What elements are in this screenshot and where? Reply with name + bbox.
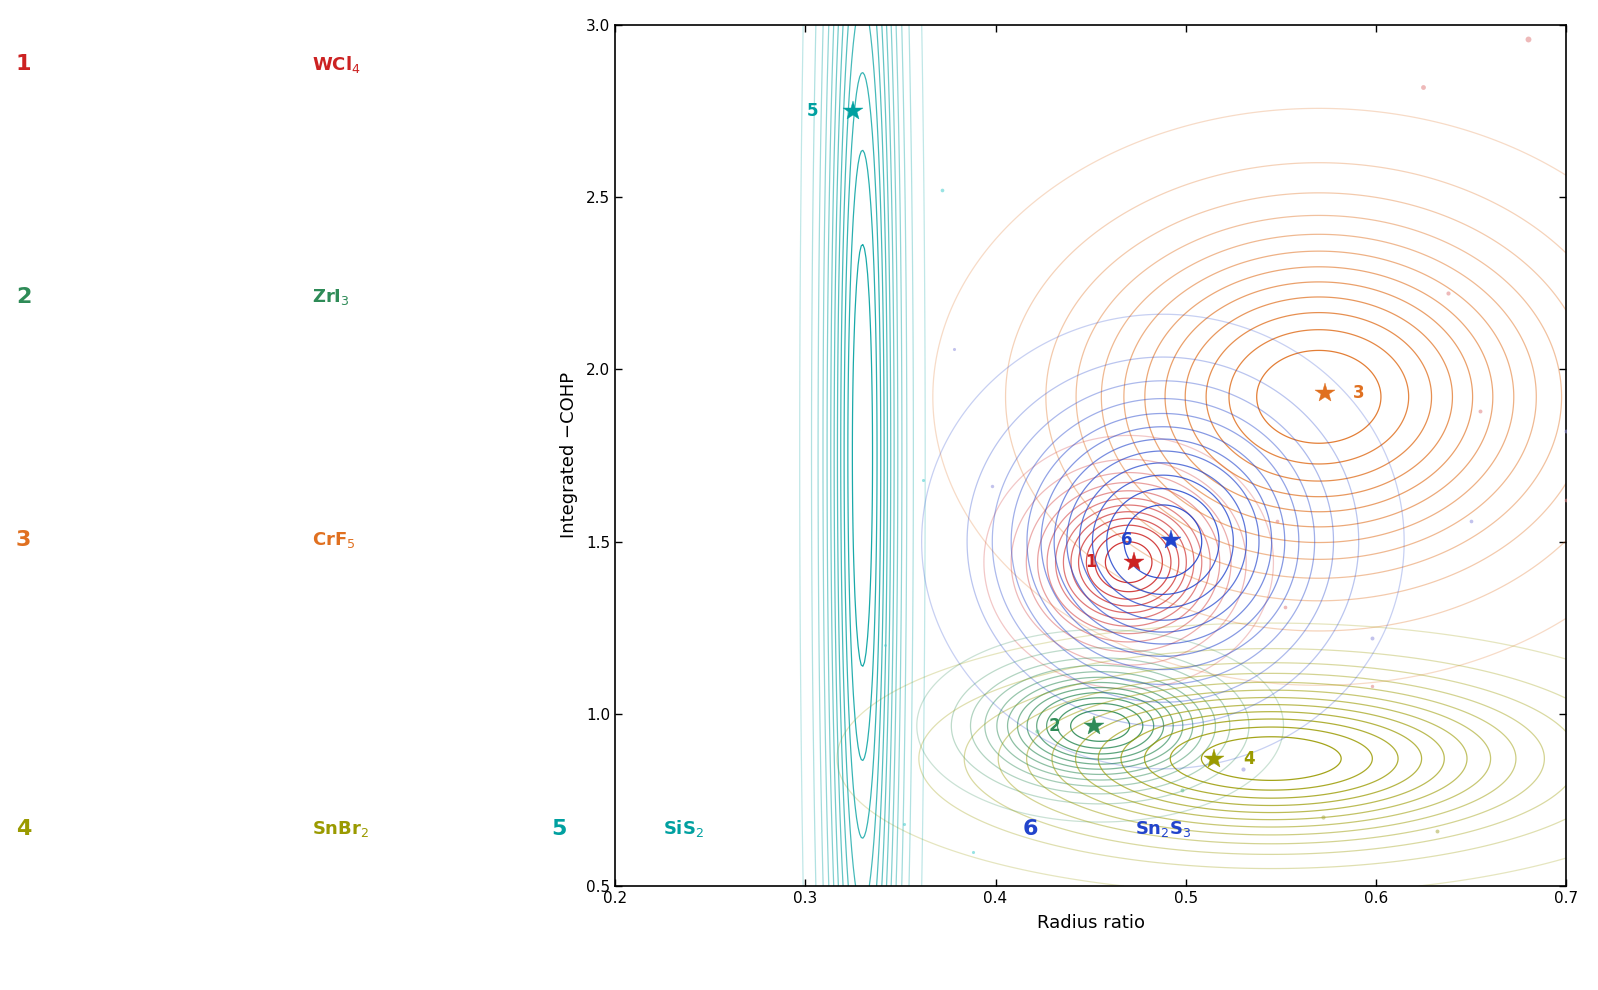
Point [1272, 599, 1298, 615]
Point [1230, 761, 1256, 777]
Text: WCl$_4$: WCl$_4$ [312, 53, 360, 75]
Text: 2: 2 [1048, 717, 1059, 735]
Text: 3: 3 [16, 530, 32, 549]
Point [1424, 823, 1449, 839]
Text: 3: 3 [1354, 384, 1365, 402]
Point [941, 341, 967, 356]
Point [911, 471, 936, 487]
Point [1459, 513, 1485, 529]
Text: ZrI$_3$: ZrI$_3$ [312, 287, 350, 307]
Text: 5: 5 [807, 102, 818, 120]
Y-axis label: Integrated −COHP: Integrated −COHP [559, 372, 578, 539]
Text: 4: 4 [1243, 749, 1254, 767]
Text: 1: 1 [1085, 553, 1096, 571]
Text: SnBr$_2$: SnBr$_2$ [312, 819, 369, 839]
X-axis label: Radius ratio: Radius ratio [1037, 914, 1144, 933]
Point [1360, 630, 1385, 645]
Text: 6: 6 [1120, 531, 1133, 548]
Point [1553, 424, 1579, 440]
Point [1360, 678, 1385, 694]
Point [960, 843, 986, 859]
Text: 4: 4 [16, 819, 32, 839]
Text: SiS$_2$: SiS$_2$ [663, 818, 705, 840]
Point [1582, 217, 1598, 233]
Text: 1: 1 [16, 54, 32, 74]
Point [1170, 782, 1195, 798]
Point [873, 637, 898, 652]
Point [1556, 799, 1582, 815]
Text: 6: 6 [1023, 819, 1039, 839]
Point [1435, 285, 1461, 301]
Point [1310, 809, 1336, 825]
Text: 2: 2 [16, 287, 32, 307]
Text: CrF$_5$: CrF$_5$ [312, 530, 355, 549]
Point [1553, 492, 1579, 508]
Text: 5: 5 [551, 819, 567, 839]
Point [1024, 723, 1050, 739]
Point [1411, 79, 1437, 95]
Point [892, 816, 917, 832]
Point [1467, 403, 1493, 419]
Point [1515, 31, 1540, 47]
Point [1264, 513, 1290, 529]
Point [930, 182, 956, 198]
Text: Sn$_2$S$_3$: Sn$_2$S$_3$ [1135, 819, 1191, 839]
Point [980, 478, 1005, 494]
